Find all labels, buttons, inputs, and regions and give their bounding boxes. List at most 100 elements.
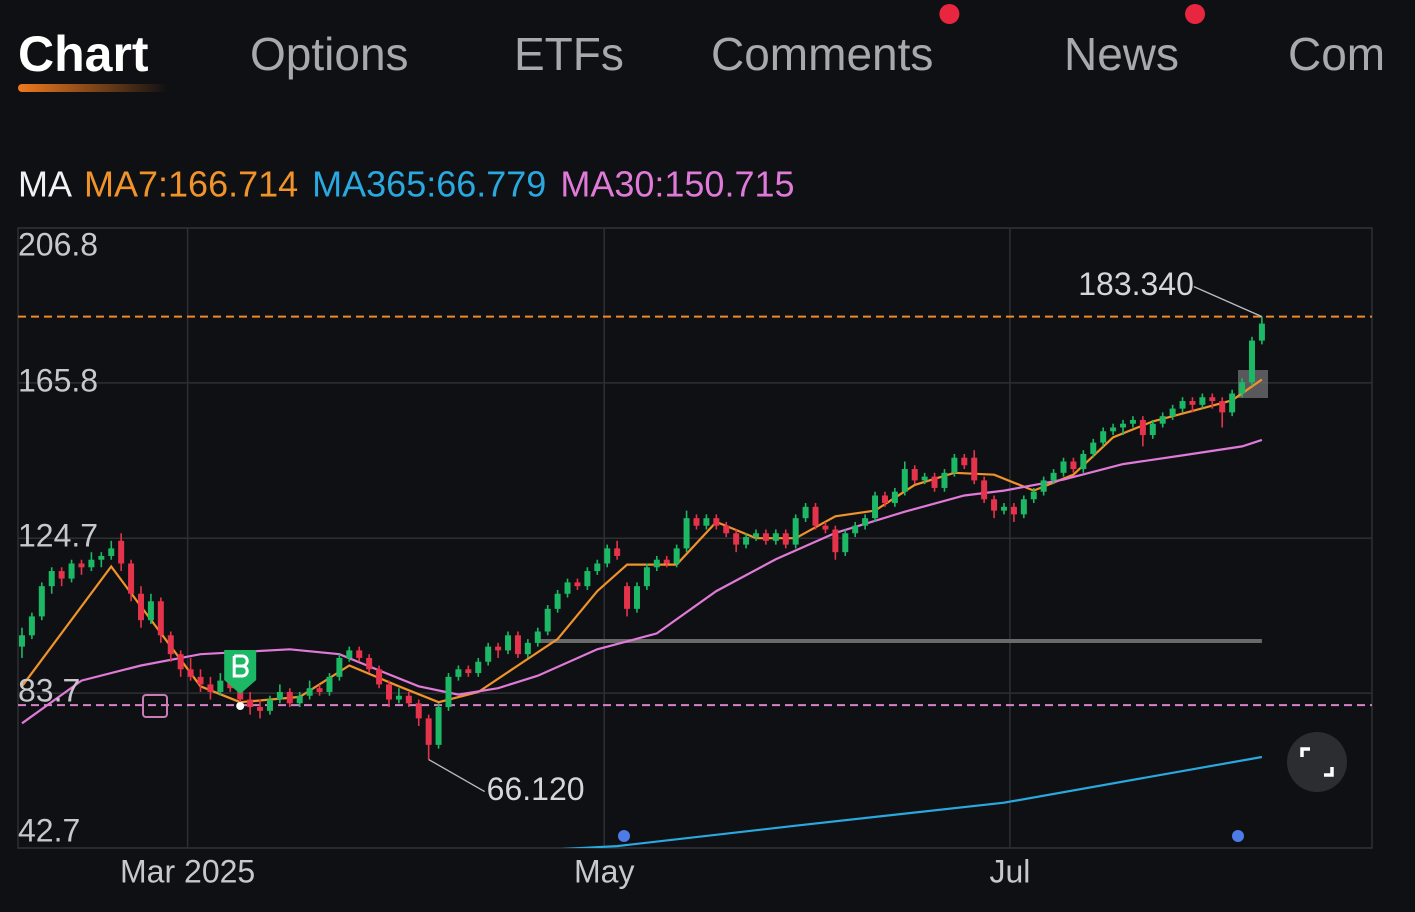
candle-body [723, 525, 730, 534]
candle-body [653, 559, 660, 568]
candle-body [1090, 442, 1097, 454]
candle-body [901, 469, 908, 492]
y-tick-label: 83.7 [18, 673, 80, 709]
tab[interactable]: Com [1288, 28, 1385, 80]
candle-body [1040, 480, 1047, 492]
candle-body [633, 586, 640, 609]
tab-badge [1185, 4, 1206, 24]
candle-body [257, 707, 264, 711]
candle-body [524, 642, 531, 655]
candle-body [346, 650, 353, 658]
y-tick-label: 206.8 [18, 226, 98, 262]
candle-body [564, 582, 571, 594]
candle-body [108, 548, 115, 556]
candle-body [88, 559, 95, 568]
candle-body [544, 608, 551, 632]
candle-body [991, 499, 998, 511]
candle-body [306, 688, 313, 696]
candle-body [1159, 416, 1166, 424]
candle-body [1149, 423, 1156, 436]
tab[interactable]: Options [250, 28, 409, 80]
candle-body [514, 635, 521, 655]
ma-line [21, 438, 1263, 725]
candle-body [1020, 499, 1027, 515]
candle-body [405, 695, 412, 704]
tab[interactable]: Chart [18, 26, 149, 82]
candle-body [1070, 461, 1077, 470]
candle-body [772, 533, 779, 541]
event-icon [142, 694, 168, 718]
candle-body [356, 650, 363, 658]
tab-underline [18, 84, 168, 92]
event-dot [618, 830, 630, 842]
candle-body [971, 457, 978, 481]
candle-body [118, 540, 125, 564]
candle-body [455, 669, 462, 677]
candle-body [167, 635, 174, 655]
candle-body [614, 548, 621, 556]
tab-badge [939, 4, 960, 24]
legend-entry: MA30:150.715 [560, 164, 794, 205]
candle-body [445, 676, 452, 708]
tab[interactable]: ETFs [514, 28, 624, 80]
candle-body [276, 691, 283, 700]
candle-body [128, 563, 135, 594]
legend-entry: MA7:166.714 [84, 164, 298, 205]
candle-body [753, 533, 760, 538]
candle-body [584, 571, 591, 587]
candle-body [296, 695, 303, 704]
candle-body [891, 491, 898, 504]
candle-body [1169, 408, 1176, 417]
candle-body [435, 707, 442, 745]
candle-body [1209, 397, 1216, 402]
candle-body [862, 518, 869, 526]
candle-body [336, 657, 343, 677]
candle-body [941, 472, 948, 488]
candle-body [1080, 453, 1087, 470]
candle-body [604, 548, 611, 564]
candle-body [266, 699, 273, 711]
candle-body [1199, 397, 1206, 405]
candle-body [316, 688, 323, 692]
candle-body [1189, 401, 1196, 405]
candle-body [326, 676, 333, 692]
candle-body [197, 676, 204, 685]
candle-body [762, 533, 769, 541]
indicator-label: MA [18, 164, 72, 205]
candle-body [981, 480, 988, 500]
tab[interactable]: News [1064, 28, 1179, 80]
candle-body [1239, 382, 1246, 394]
candle-body [68, 563, 75, 579]
y-tick-label: 124.7 [18, 518, 98, 554]
candle-body [703, 518, 710, 526]
buy-marker-glyph [232, 654, 249, 678]
candle-body [187, 669, 194, 677]
candle-body [1248, 340, 1255, 383]
candle-body [673, 548, 680, 564]
candle-body [872, 495, 879, 519]
legend-entry: MA365:66.779 [312, 164, 546, 205]
candle-body [951, 457, 958, 473]
candle-body [415, 703, 422, 719]
candle-body [1139, 419, 1146, 436]
plot-area [18, 315, 1372, 848]
annotation-label: 183.340 [1078, 266, 1194, 302]
candle-body [217, 680, 224, 692]
candle-body [733, 533, 740, 545]
candle-body [961, 457, 968, 466]
candle-body [1110, 427, 1117, 432]
fullscreen-button[interactable] [1287, 732, 1347, 792]
y-tick-label: 165.8 [18, 362, 98, 398]
candle-body [1179, 401, 1186, 409]
candle-body [713, 518, 720, 526]
tab[interactable]: Comments [711, 28, 933, 80]
candle-body [495, 646, 502, 651]
candle-body [376, 669, 383, 685]
candle-body [842, 533, 849, 553]
candle-body [138, 593, 145, 621]
candle-body [554, 593, 561, 609]
candle-body [1219, 401, 1226, 413]
candle-body [1030, 491, 1037, 500]
candle-body [782, 533, 789, 545]
